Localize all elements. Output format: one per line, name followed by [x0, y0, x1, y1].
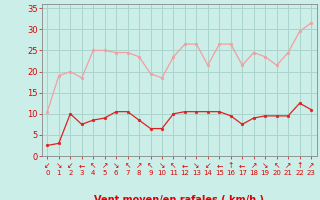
Text: ↘: ↘ — [262, 161, 268, 170]
Text: ↘: ↘ — [193, 161, 200, 170]
Text: ↖: ↖ — [90, 161, 96, 170]
Text: ↗: ↗ — [101, 161, 108, 170]
Text: ←: ← — [216, 161, 222, 170]
X-axis label: Vent moyen/en rafales ( km/h ): Vent moyen/en rafales ( km/h ) — [94, 195, 264, 200]
Text: ↗: ↗ — [285, 161, 291, 170]
Text: ↖: ↖ — [147, 161, 154, 170]
Text: ←: ← — [78, 161, 85, 170]
Text: ↗: ↗ — [136, 161, 142, 170]
Text: ↙: ↙ — [205, 161, 211, 170]
Text: ↗: ↗ — [251, 161, 257, 170]
Text: ←: ← — [182, 161, 188, 170]
Text: ←: ← — [239, 161, 245, 170]
Text: ↖: ↖ — [170, 161, 177, 170]
Text: ↙: ↙ — [44, 161, 51, 170]
Text: ↑: ↑ — [296, 161, 303, 170]
Text: ↖: ↖ — [274, 161, 280, 170]
Text: ↗: ↗ — [308, 161, 314, 170]
Text: ↑: ↑ — [228, 161, 234, 170]
Text: ↘: ↘ — [113, 161, 119, 170]
Text: ↘: ↘ — [56, 161, 62, 170]
Text: ↖: ↖ — [124, 161, 131, 170]
Text: ↙: ↙ — [67, 161, 74, 170]
Text: ↘: ↘ — [159, 161, 165, 170]
